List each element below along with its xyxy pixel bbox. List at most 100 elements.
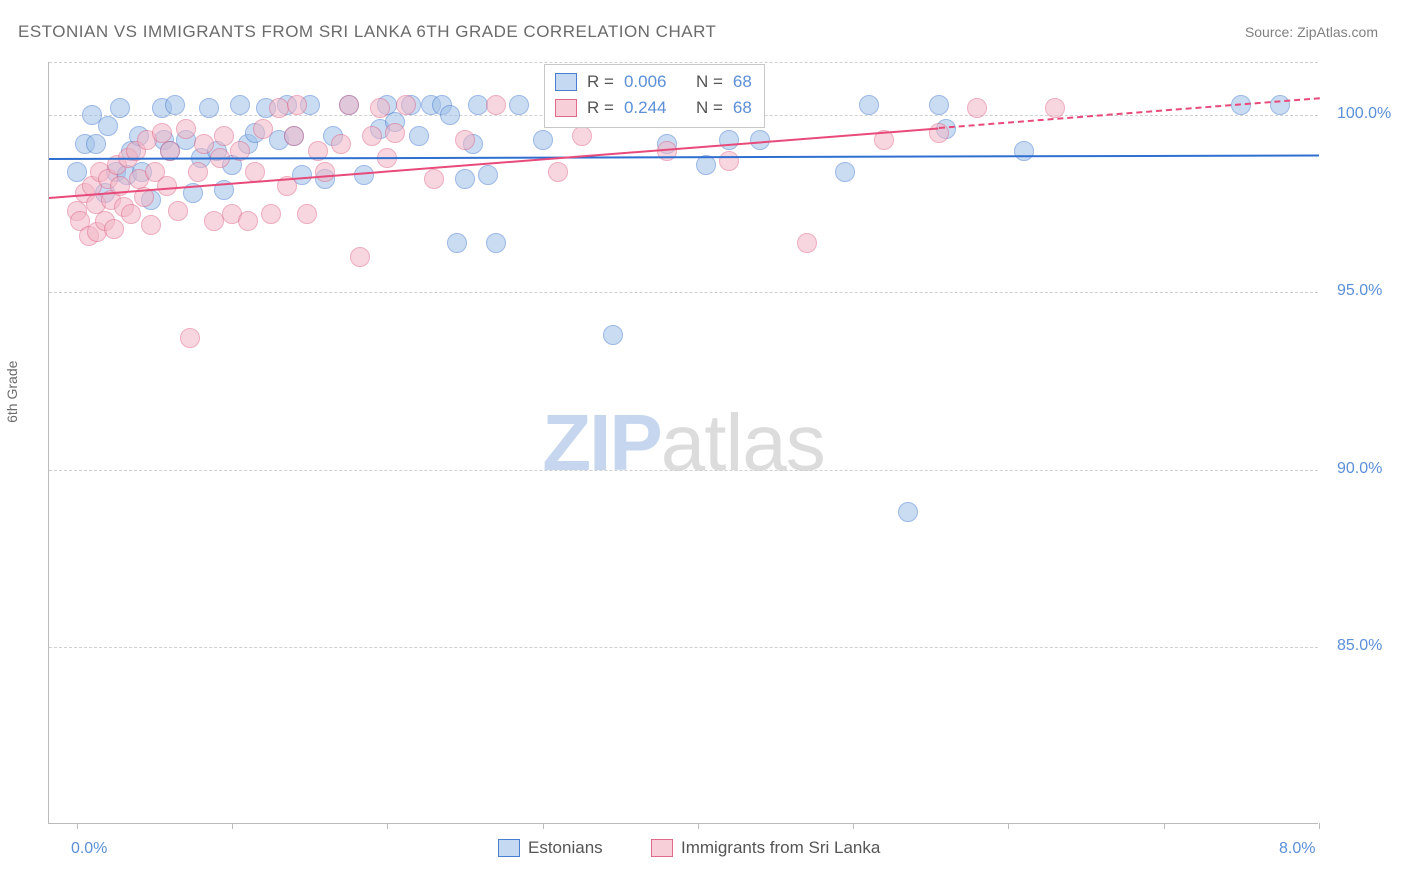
scatter-point [269, 98, 289, 118]
scatter-point [509, 95, 529, 115]
r-label: R = [587, 95, 614, 121]
n-value: 68 [733, 95, 752, 121]
scatter-point [253, 119, 273, 139]
legend-swatch [498, 839, 520, 857]
y-tick-label: 85.0% [1337, 637, 1382, 655]
n-label: N = [696, 95, 723, 121]
scatter-point [1270, 95, 1290, 115]
scatter-point [572, 126, 592, 146]
scatter-point [455, 169, 475, 189]
scatter-point [859, 95, 879, 115]
scatter-point [110, 98, 130, 118]
scatter-point [370, 98, 390, 118]
scatter-point [339, 95, 359, 115]
scatter-point [297, 204, 317, 224]
scatter-point [486, 95, 506, 115]
scatter-point [204, 211, 224, 231]
scatter-point [199, 98, 219, 118]
scatter-point [261, 204, 281, 224]
n-value: 68 [733, 69, 752, 95]
scatter-point [245, 162, 265, 182]
bottom-legend-item: Immigrants from Sri Lanka [651, 838, 880, 858]
scatter-point [98, 116, 118, 136]
r-value: 0.244 [624, 95, 667, 121]
scatter-point [121, 204, 141, 224]
chart-plot-area: ZIPatlas 85.0%90.0%95.0%100.0%0.0%8.0%R … [48, 62, 1318, 824]
scatter-point [440, 105, 460, 125]
gridline [49, 470, 1318, 471]
x-tick [543, 823, 544, 829]
scatter-point [238, 211, 258, 231]
x-tick [698, 823, 699, 829]
y-axis-label: 6th Grade [4, 361, 20, 423]
scatter-point [424, 169, 444, 189]
x-tick [1319, 823, 1320, 829]
scatter-point [188, 162, 208, 182]
scatter-point [362, 126, 382, 146]
stats-row: R = 0.006 N = 68 [555, 69, 752, 95]
scatter-point [486, 233, 506, 253]
scatter-point [468, 95, 488, 115]
scatter-point [104, 219, 124, 239]
bottom-legend-item: Estonians [498, 838, 603, 858]
stats-row: R = 0.244 N = 68 [555, 95, 752, 121]
scatter-point [396, 95, 416, 115]
scatter-point [176, 119, 196, 139]
scatter-point [455, 130, 475, 150]
y-tick-label: 90.0% [1337, 460, 1382, 478]
scatter-point [168, 201, 188, 221]
y-tick-label: 100.0% [1337, 105, 1391, 123]
source-label: Source: ZipAtlas.com [1245, 24, 1378, 40]
scatter-point [354, 165, 374, 185]
scatter-point [447, 233, 467, 253]
scatter-point [230, 95, 250, 115]
scatter-point [548, 162, 568, 182]
scatter-point [533, 130, 553, 150]
x-tick [77, 823, 78, 829]
scatter-point [331, 134, 351, 154]
legend-swatch [555, 99, 577, 117]
scatter-point [835, 162, 855, 182]
r-value: 0.006 [624, 69, 667, 95]
x-tick-label: 0.0% [71, 840, 107, 858]
watermark-atlas: atlas [661, 398, 825, 487]
scatter-point [603, 325, 623, 345]
watermark-zip: ZIP [542, 398, 660, 487]
r-label: R = [587, 69, 614, 95]
trend-line [939, 97, 1320, 129]
x-tick [1164, 823, 1165, 829]
scatter-point [1014, 141, 1034, 161]
stats-legend-box: R = 0.006 N = 68 R = 0.244 N = 68 [544, 64, 765, 128]
x-tick-label: 8.0% [1279, 840, 1315, 858]
scatter-point [719, 130, 739, 150]
gridline [49, 62, 1318, 63]
n-label: N = [696, 69, 723, 95]
scatter-point [898, 502, 918, 522]
scatter-point [350, 247, 370, 267]
scatter-point [315, 162, 335, 182]
legend-label: Immigrants from Sri Lanka [681, 838, 880, 858]
scatter-point [165, 95, 185, 115]
scatter-point [180, 328, 200, 348]
scatter-point [797, 233, 817, 253]
legend-label: Estonians [528, 838, 603, 858]
scatter-point [86, 134, 106, 154]
scatter-point [287, 95, 307, 115]
scatter-point [967, 98, 987, 118]
scatter-point [284, 126, 304, 146]
y-tick-label: 95.0% [1337, 282, 1382, 300]
legend-swatch [651, 839, 673, 857]
scatter-point [1045, 98, 1065, 118]
gridline [49, 292, 1318, 293]
x-tick [232, 823, 233, 829]
x-tick [387, 823, 388, 829]
chart-title: ESTONIAN VS IMMIGRANTS FROM SRI LANKA 6T… [18, 22, 716, 42]
scatter-point [141, 215, 161, 235]
scatter-point [157, 176, 177, 196]
scatter-point [409, 126, 429, 146]
scatter-point [478, 165, 498, 185]
scatter-point [719, 151, 739, 171]
watermark: ZIPatlas [542, 397, 824, 489]
scatter-point [929, 95, 949, 115]
legend-swatch [555, 73, 577, 91]
